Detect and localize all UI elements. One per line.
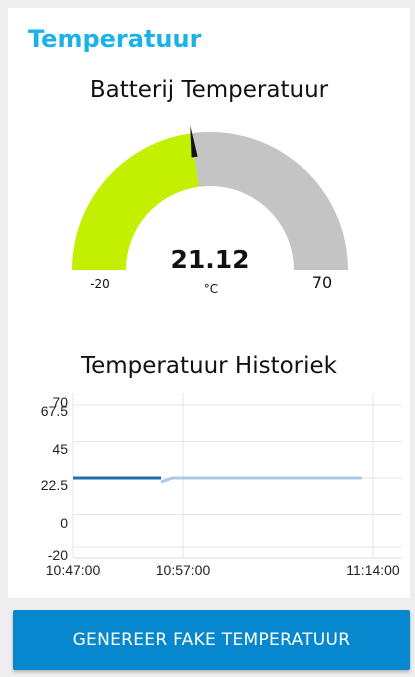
chart-y-tick-label: 22.5 (41, 477, 68, 493)
generate-fake-temperature-button[interactable]: GENEREER FAKE TEMPERATUUR (13, 610, 410, 670)
chart-x-tick-label: 11:14:00 (346, 562, 400, 578)
gauge-title: Batterij Temperatuur (89, 77, 329, 103)
chart-y-tick-label: 45 (52, 441, 68, 457)
temperature-card: Temperatuur Batterij Temperatuur 21.12 °… (8, 8, 410, 598)
gauge-track (191, 132, 349, 270)
chart-series-line (160, 476, 362, 484)
chart-x-tick-label: 10:47:00 (46, 562, 101, 578)
temperature-gauge: 21.12 °C -20 70 (72, 125, 349, 296)
gauge-unit: °C (204, 282, 218, 296)
chart-y-tick-label: 67.5 (41, 403, 68, 419)
chart-y-tick-label: -20 (48, 547, 68, 563)
gauge-min-label: -20 (90, 277, 110, 291)
chart-title: Temperatuur Historiek (80, 353, 337, 379)
chart-x-tick-label: 10:57:00 (156, 562, 211, 578)
gauge-value: 21.12 (170, 245, 249, 274)
chart-y-tick-label: 0 (60, 515, 68, 531)
gauge-max-label: 70 (312, 273, 332, 292)
section-title: Temperatuur (28, 25, 202, 53)
chart-y-tick-label: 70 (52, 394, 68, 410)
gauge-fill (72, 133, 199, 270)
gauge-needle (190, 125, 198, 158)
